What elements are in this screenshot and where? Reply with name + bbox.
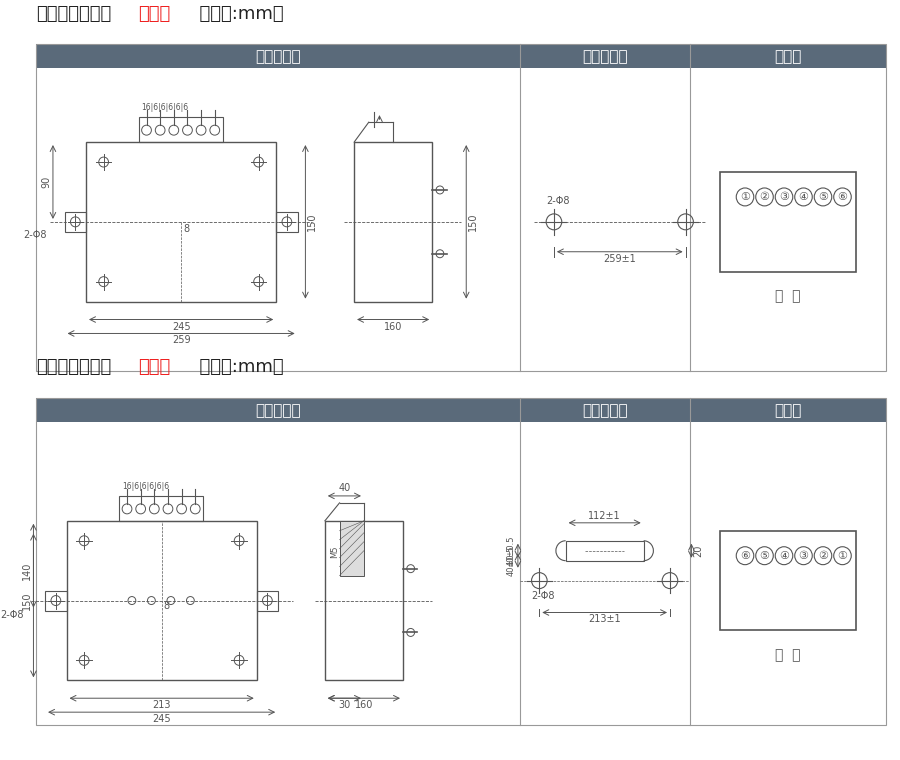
Text: （单位:mm）: （单位:mm） [188,358,284,376]
Bar [65,212,86,232]
Text: ⑤: ⑤ [818,192,828,202]
Bar [354,142,432,302]
Text: ③: ③ [779,192,789,202]
Text: 259±1: 259±1 [603,254,636,264]
Text: 外形尺寸图: 外形尺寸图 [256,49,301,64]
Bar [325,521,403,680]
Bar [86,142,276,302]
Text: ①: ① [838,551,848,561]
Text: ⑥: ⑥ [838,192,848,202]
Text: 213: 213 [152,700,171,710]
Bar [36,398,886,725]
Text: 16|6|6|6|6|6: 16|6|6|6|6|6 [141,103,189,112]
Text: 安装开孔图: 安装开孔图 [582,403,628,418]
Text: ②: ② [760,192,770,202]
Text: 245: 245 [152,714,171,724]
Text: 安装开孔图: 安装开孔图 [582,49,628,64]
Bar [36,398,886,422]
Text: 外形尺寸图: 外形尺寸图 [256,403,301,418]
Text: 213±1: 213±1 [589,615,621,625]
Bar [119,496,203,521]
Bar [139,117,222,142]
Text: 2-Φ8: 2-Φ8 [532,591,555,600]
Bar [36,44,886,372]
Bar [36,44,886,68]
Bar [67,521,256,680]
Text: 160: 160 [355,700,374,710]
Text: 259: 259 [172,335,191,346]
Text: 单相过流凸出式: 单相过流凸出式 [36,5,112,23]
Text: 2-Φ8: 2-Φ8 [0,610,23,620]
Text: M5: M5 [329,545,338,558]
Text: ⑥: ⑥ [740,551,750,561]
Text: 90: 90 [41,176,51,188]
Text: （单位:mm）: （单位:mm） [188,5,284,23]
Text: 40±0.5: 40±0.5 [507,546,516,576]
Text: ④: ④ [779,551,789,561]
Text: 前接线: 前接线 [138,5,170,23]
Text: 前  视: 前 视 [775,290,801,303]
Text: 2-Φ8: 2-Φ8 [546,196,570,206]
Text: 端子图: 端子图 [775,49,802,64]
Text: 150: 150 [22,591,32,610]
Text: 16|6|6|6|6|6: 16|6|6|6|6|6 [122,482,169,491]
Text: 20: 20 [693,544,704,557]
Text: 单相过流凸出式: 单相过流凸出式 [36,358,112,376]
Bar [566,541,644,561]
Text: 8: 8 [183,223,189,234]
Text: 40: 40 [338,483,350,493]
Text: 后接线: 后接线 [138,358,170,376]
Bar [276,212,298,232]
Text: ③: ③ [798,551,808,561]
Bar [720,530,856,631]
Text: 112±1: 112±1 [589,511,621,521]
Bar [256,591,278,610]
Text: ①: ① [740,192,750,202]
Text: 160: 160 [384,321,402,331]
Text: 端子图: 端子图 [775,403,802,418]
Text: 8: 8 [164,600,170,610]
Text: ⑤: ⑤ [760,551,770,561]
Text: 140: 140 [22,562,32,580]
Text: 150: 150 [468,213,478,231]
Text: ②: ② [818,551,828,561]
Bar [339,521,364,575]
Text: 30: 30 [338,700,350,710]
Bar [45,591,67,610]
Text: ④: ④ [798,192,808,202]
Text: 2-Φ8: 2-Φ8 [23,230,47,240]
Text: 40±0.5: 40±0.5 [507,536,516,566]
Bar [720,172,856,271]
Text: 背  视: 背 视 [775,648,801,663]
Text: 245: 245 [172,321,191,331]
Text: 150: 150 [308,213,318,231]
